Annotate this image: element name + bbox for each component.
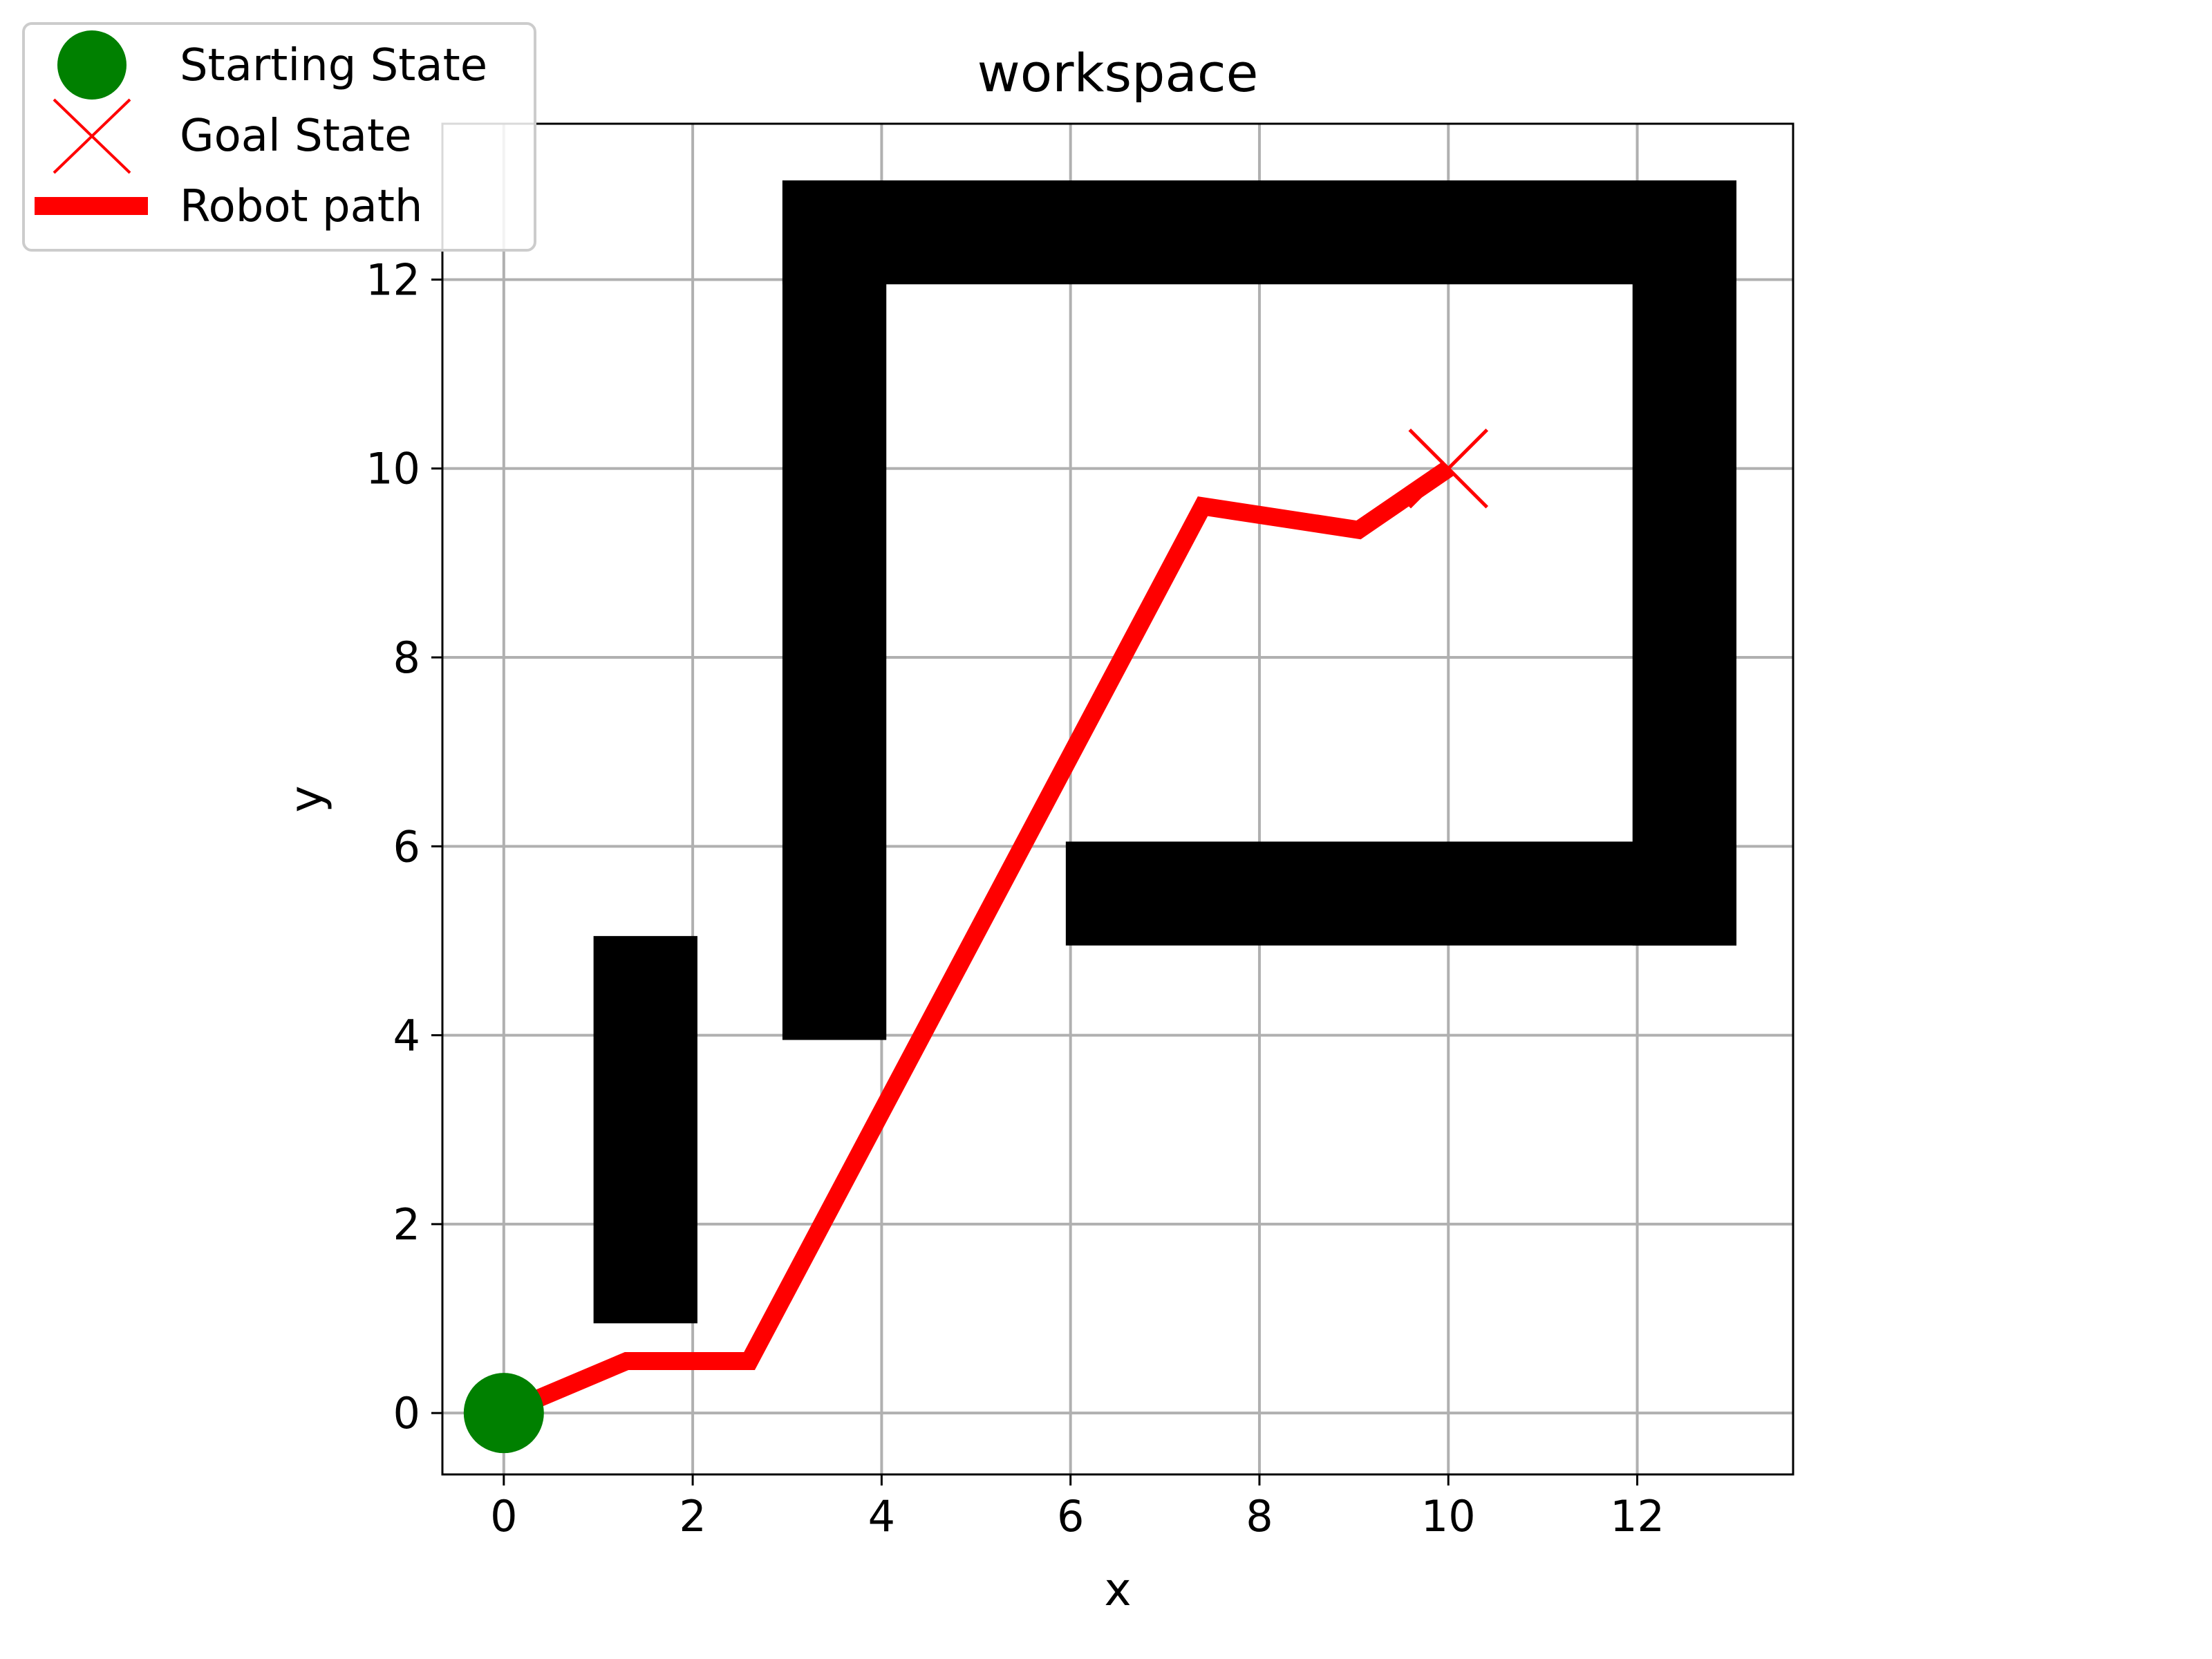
markers — [463, 428, 1489, 1454]
goal-state-marker — [1408, 428, 1489, 509]
y-tick-label: 4 — [393, 1011, 420, 1061]
y-tick-label: 12 — [366, 254, 420, 305]
y-axis-label: y — [280, 785, 333, 812]
obstacle-block — [782, 180, 887, 1040]
y-tick-label: 2 — [393, 1199, 420, 1250]
robot-path-layer — [500, 460, 1454, 1422]
obstacle-block — [1632, 180, 1737, 946]
y-tick-label: 6 — [393, 821, 420, 872]
x-tick-label: 4 — [868, 1491, 895, 1541]
x-tick-label: 6 — [1057, 1491, 1084, 1541]
legend-label-path: Robot path — [180, 181, 422, 232]
legend: Starting State Goal State Robot path — [22, 22, 536, 252]
y-tick-label: 0 — [393, 1388, 420, 1438]
x-tick-label: 12 — [1610, 1491, 1665, 1541]
x-tick-label: 8 — [1246, 1491, 1273, 1541]
robot-path-line — [500, 460, 1454, 1422]
y-tick-label: 8 — [393, 632, 420, 683]
legend-label-start: Starting State — [180, 40, 487, 91]
x-tick-label: 10 — [1421, 1491, 1476, 1541]
x-tick-label: 0 — [490, 1491, 517, 1541]
legend-box — [22, 22, 536, 252]
obstacle-block — [782, 180, 1737, 285]
legend-label-goal: Goal State — [180, 111, 412, 162]
starting-state-marker — [463, 1373, 544, 1454]
obstacles — [593, 180, 1737, 1324]
x-axis-label: x — [1104, 1563, 1131, 1616]
obstacle-block — [1065, 841, 1737, 946]
legend-start-marker — [57, 30, 126, 100]
axis-ticks: 0 2 4 6 8 10 12 0 2 4 6 8 10 12 — [366, 254, 1665, 1541]
plot-frame — [441, 122, 1794, 1476]
x-tick-label: 2 — [679, 1491, 706, 1541]
obstacle-block — [593, 936, 697, 1324]
goal-cross-stroke — [1408, 428, 1489, 509]
y-tick-label: 10 — [366, 444, 420, 494]
legend-goal-marker — [53, 98, 131, 174]
chart-title: workspace — [977, 42, 1259, 104]
